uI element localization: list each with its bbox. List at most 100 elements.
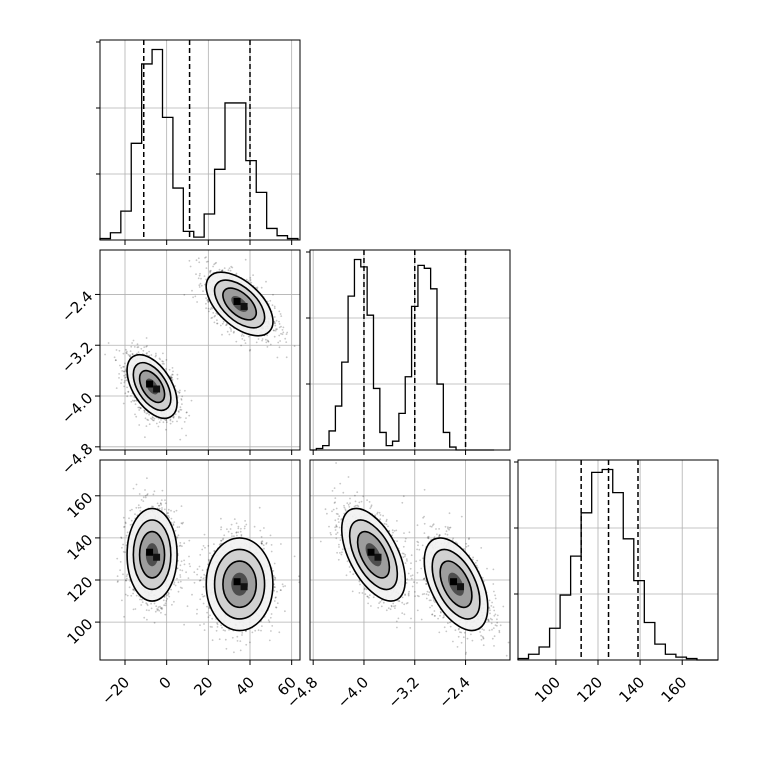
sample-point (196, 568, 199, 571)
sample-point (211, 307, 214, 310)
sample-point (171, 373, 174, 376)
sample-point (139, 510, 142, 512)
sample-point (145, 425, 148, 427)
sample-point (269, 343, 272, 346)
sample-point (120, 537, 123, 539)
sample-point (272, 329, 275, 332)
sample-point (131, 353, 134, 356)
sample-point (209, 270, 212, 273)
sample-point (122, 366, 124, 368)
sample-point (167, 515, 170, 517)
sample-point (151, 418, 153, 421)
sample-point (230, 265, 233, 268)
sample-point (146, 418, 149, 421)
sample-point (260, 286, 263, 289)
sample-point (122, 543, 124, 546)
sample-point (176, 577, 178, 580)
sample-point (161, 362, 164, 365)
sample-point (170, 376, 173, 379)
sample-point (157, 608, 160, 611)
sample-point (122, 352, 125, 355)
sample-point (205, 307, 208, 310)
sample-point (176, 420, 178, 423)
sample-point (221, 269, 224, 272)
sample-point (173, 600, 175, 603)
sample-point (158, 507, 161, 510)
sample-point (205, 256, 207, 258)
sample-point (181, 427, 183, 430)
sample-point (146, 493, 149, 495)
sample-point (148, 413, 151, 416)
sample-point (125, 575, 128, 577)
sample-point (139, 407, 142, 409)
panel-frame (309, 249, 511, 451)
sample-point (138, 424, 141, 426)
sample-point (273, 321, 276, 323)
sample-point (261, 540, 264, 543)
sample-point (153, 602, 156, 605)
sample-point (271, 304, 274, 307)
sample-point (160, 611, 162, 614)
sample-point (203, 623, 205, 625)
sample-point (268, 639, 271, 642)
sample-point (125, 373, 127, 376)
sample-point (179, 544, 182, 547)
sample-point (189, 565, 192, 568)
sample-point (130, 594, 133, 597)
sample-point (210, 269, 212, 272)
sample-point (160, 606, 163, 609)
sample-point (124, 593, 127, 596)
sample-point (278, 310, 281, 313)
sample-point (146, 604, 149, 607)
sample-point (224, 629, 227, 632)
sample-point (204, 546, 206, 549)
sample-point (284, 585, 286, 587)
sample-point (210, 306, 213, 309)
sample-point (185, 434, 188, 437)
sample-point (243, 339, 246, 342)
sample-point (203, 275, 206, 277)
sample-point (226, 330, 229, 333)
sample-point (122, 516, 125, 519)
sample-point (125, 579, 127, 582)
sample-point (223, 267, 226, 269)
sample-point (123, 381, 126, 384)
sample-point (249, 279, 252, 281)
sample-point (123, 365, 125, 368)
sample-point (185, 411, 188, 414)
sample-point (239, 530, 242, 533)
sample-point (174, 413, 177, 416)
sample-point (273, 307, 276, 310)
sample-point (188, 259, 191, 262)
sample-point (179, 408, 182, 411)
density-panel-1-0: −4.8−4.0−3.2−2.4 (58, 246, 301, 478)
sample-point (142, 496, 145, 499)
sample-point (135, 594, 138, 597)
sample-point (135, 415, 138, 418)
sample-point (165, 359, 168, 361)
sample-point (235, 522, 238, 525)
sample-point (146, 603, 149, 605)
sample-point (123, 385, 125, 388)
sample-point (126, 573, 129, 576)
sample-point (139, 407, 142, 409)
sample-point (273, 322, 276, 325)
sample-point (278, 346, 281, 349)
sample-point (125, 376, 128, 379)
sample-point (133, 589, 136, 592)
sample-point (137, 406, 140, 409)
sample-point (135, 399, 138, 402)
sample-point (265, 338, 267, 341)
sample-point (199, 624, 201, 626)
sample-point (281, 329, 284, 331)
sample-point (107, 342, 110, 344)
sample-point (145, 345, 148, 348)
sample-point (137, 504, 140, 507)
sample-point (230, 330, 233, 332)
sample-point (152, 505, 155, 508)
sample-point (219, 542, 222, 545)
sample-point (204, 257, 206, 259)
sample-point (180, 399, 183, 401)
sample-point (174, 584, 177, 587)
sample-point (182, 246, 184, 248)
